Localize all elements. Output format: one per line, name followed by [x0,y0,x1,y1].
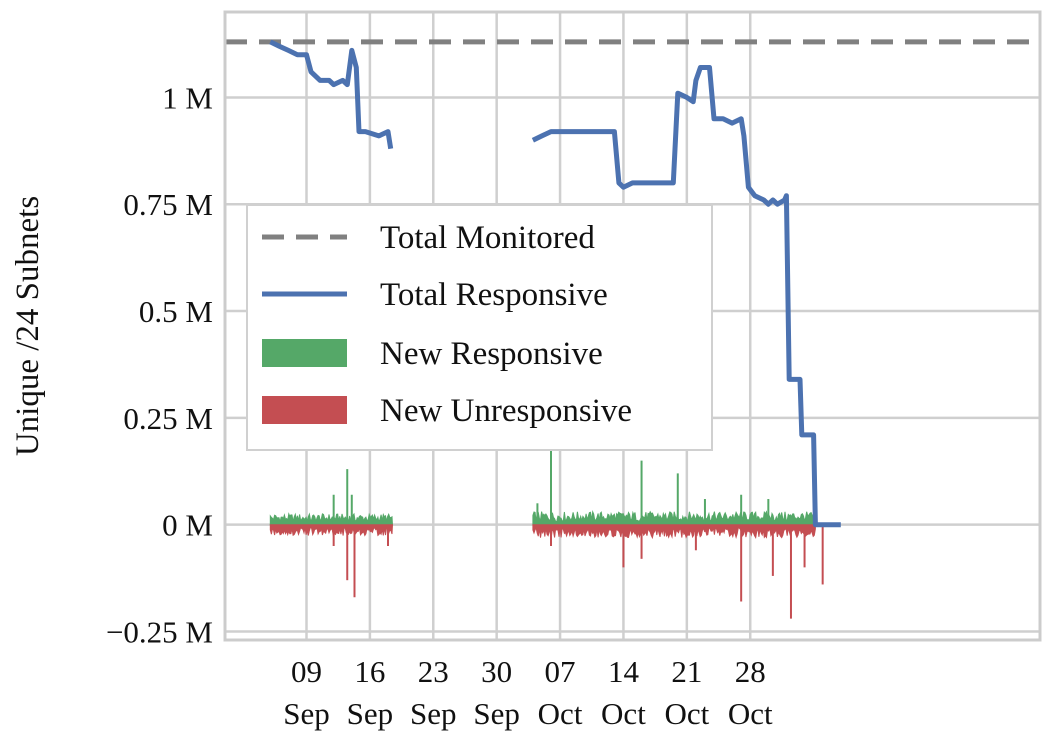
total-responsive-line [531,65,841,528]
legend-handle-new-responsive [262,339,347,367]
new-unresponsive-area [532,524,816,540]
legend-label: New Responsive [380,336,603,372]
new-unresponsive-series [269,524,824,619]
x-tick-day-label: 07 [545,654,576,689]
x-tick-day-label: 14 [608,654,640,689]
y-tick-label: 0.25 M [123,401,213,436]
legend-label: New Unresponsive [380,393,632,429]
x-tick-month-label: Sep [473,696,520,731]
y-tick-label: −0.25 M [106,614,213,649]
y-tick-labels: −0.25 M 0 M 0.25 M 0.5 M 0.75 M 1 M [106,80,213,649]
x-tick-month-label: Oct [728,696,773,731]
x-tick-day-label: 21 [671,654,702,689]
plot-frame [223,10,1042,642]
x-tick-day-label: 23 [418,654,449,689]
legend: Total Monitored Total Responsive New Respo… [246,204,713,451]
x-tick-month-label: Oct [538,696,583,731]
x-tick-day-label: 16 [354,654,385,689]
x-tick-month-label: Sep [410,696,457,731]
y-tick-label: 0.5 M [139,294,213,329]
new-responsive-series [269,439,816,526]
x-tick-month-label: Sep [283,696,330,731]
legend-label: Total Monitored [380,220,595,256]
y-tick-label: 0.75 M [123,187,213,222]
total-responsive-line [269,39,394,150]
y-tick-label: 0 M [162,508,213,543]
legend-handle-new-unresponsive [262,396,347,424]
x-tick-month-label: Sep [347,696,394,731]
plot-marks [225,39,1040,619]
x-tick-day-label: 09 [291,654,322,689]
y-tick-label: 1 M [162,80,213,115]
legend-label: Total Responsive [380,277,608,313]
new-responsive-area [532,510,816,526]
x-tick-day-label: 30 [481,654,512,689]
y-axis-label: Unique /24 Subnets [10,196,46,456]
x-tick-month-label: Oct [601,696,646,731]
x-tick-labels: 09 Sep 16 Sep 23 Sep 30 Sep 07 Oct 14 Oct 21 Oct 28 Oct [283,654,773,731]
x-tick-day-label: 28 [735,654,766,689]
x-tick-month-label: Oct [664,696,709,731]
